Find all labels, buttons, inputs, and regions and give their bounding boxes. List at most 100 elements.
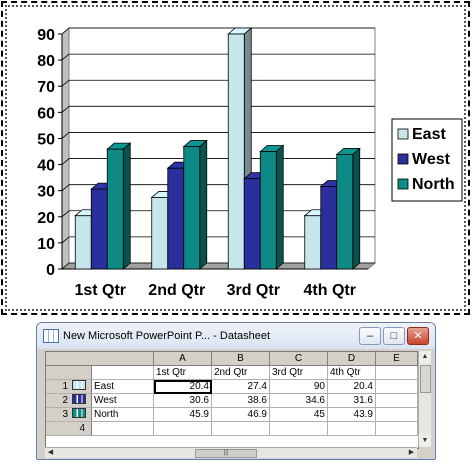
bar-front [106,148,124,270]
bar-front [227,33,245,270]
y-tick-label: 20 [37,210,55,227]
column-header-a[interactable]: A [154,352,212,366]
bar-front [74,215,92,270]
bar-front [151,197,169,270]
data-cell[interactable]: 45.9 [154,408,212,422]
x-tick-label: 1st Qtr [74,282,126,299]
row-number: 4 [79,423,85,434]
row-header-3[interactable]: 3 [46,408,92,422]
bar-side [122,142,131,270]
y-tick-label: 80 [37,53,55,70]
y-tick-label: 50 [37,131,55,148]
row-header-2[interactable]: 2 [46,394,92,408]
series-chart-icon [72,394,86,404]
minimize-button[interactable]: – [359,327,381,345]
legend-label-north: North [412,176,455,193]
gridline [61,106,70,113]
gridline [61,210,70,218]
gridline [61,158,70,165]
y-tick-label: 10 [37,236,55,253]
scroll-up-icon[interactable]: ▲ [419,351,431,363]
series-label-cell[interactable]: North [92,408,154,422]
data-cell-e[interactable] [376,394,418,408]
bar-chart[interactable]: 0 10 20 30 40 50 60 70 80 90 1st Qtr 2nd Qtr 3rd Qtr… [0,0,474,316]
vertical-scrollbar[interactable]: ▲ ▼ [418,351,431,447]
data-cell[interactable] [270,422,328,436]
horizontal-scroll-thumb[interactable]: ||| [195,449,257,458]
row-header-blank[interactable] [46,366,92,380]
data-cell[interactable]: 20.4 [154,380,212,394]
data-cell[interactable]: 45 [270,408,328,422]
category-cell[interactable] [376,366,418,380]
bar-side [275,144,284,270]
bar-north-1 [106,142,132,270]
datasheet-icon [43,329,59,343]
row-header-4[interactable]: 4 [46,422,92,436]
scroll-right-icon[interactable]: ▶ [408,449,415,456]
bar-front [336,153,354,270]
horizontal-scrollbar[interactable]: ◀ ||| ▶ [45,447,417,458]
category-cell[interactable]: 1st Qtr [154,366,212,380]
data-cell-e[interactable] [376,422,418,436]
y-tick-label: 90 [37,27,55,44]
y-tick-label: 30 [37,184,55,201]
bar-front [90,188,108,270]
data-cell-e[interactable] [376,408,418,422]
datasheet-window[interactable]: New Microsoft PowerPoint P... - Datashee… [36,322,436,460]
data-cell[interactable]: 38.6 [212,394,270,408]
legend-swatch [397,178,409,190]
bar-side [352,147,361,270]
y-tick-label: 70 [37,79,55,96]
data-cell-e[interactable] [376,380,418,394]
scroll-left-icon[interactable]: ◀ [47,449,54,456]
data-cell[interactable]: 34.6 [270,394,328,408]
column-header-b[interactable]: B [212,352,270,366]
bar-front [320,186,338,270]
x-tick-label: 2nd Qtr [148,282,205,299]
header-label-cell[interactable] [92,366,154,380]
side-wall [61,26,70,271]
column-header-e[interactable]: E [376,352,418,366]
series-label-cell[interactable]: East [92,380,154,394]
legend-label-east: East [412,126,446,143]
vertical-scroll-thumb[interactable] [420,365,431,393]
data-cell[interactable]: 27.4 [212,380,270,394]
data-cell[interactable]: 31.6 [328,394,376,408]
x-tick-label: 3rd Qtr [227,282,280,299]
bar-front [259,151,277,270]
column-header-c[interactable]: C [270,352,328,366]
data-cell[interactable] [154,422,212,436]
corner-cell[interactable] [46,352,154,366]
data-cell[interactable]: 46.9 [212,408,270,422]
series-label-cell[interactable] [92,422,154,436]
data-cell[interactable]: 90 [270,380,328,394]
maximize-button[interactable]: □ [383,327,405,345]
data-cell[interactable]: 43.9 [328,408,376,422]
datasheet-grid[interactable]: A B C D E 1st Qtr 2nd Qtr 3rd Qtr 4th Qtr 1 East 20… [45,351,419,449]
close-button[interactable]: ✕ [407,327,429,345]
bar-side [199,139,208,270]
y-tick-label: 60 [37,105,55,122]
row-number: 3 [62,409,68,420]
bar-front [304,215,322,270]
category-cell[interactable]: 2nd Qtr [212,366,270,380]
series-label-cell[interactable]: West [92,394,154,408]
category-cell[interactable]: 3rd Qtr [270,366,328,380]
scroll-down-icon[interactable]: ▼ [419,435,431,447]
data-cell[interactable]: 30.6 [154,394,212,408]
series-chart-icon [72,408,86,418]
row-header-1[interactable]: 1 [46,380,92,394]
data-cell[interactable] [212,422,270,436]
legend-swatch [397,153,409,165]
gridline [61,53,70,61]
bar-north-4 [335,147,361,270]
legend-swatch [397,128,409,140]
data-cell[interactable] [328,422,376,436]
legend: East West North [391,118,463,202]
data-cell[interactable]: 20.4 [328,380,376,394]
y-tick-label: 40 [37,158,55,175]
gridline [61,236,70,244]
category-cell[interactable]: 4th Qtr [328,366,376,380]
datasheet-titlebar[interactable]: New Microsoft PowerPoint P... - Datashee… [37,323,435,349]
column-header-d[interactable]: D [328,352,376,366]
